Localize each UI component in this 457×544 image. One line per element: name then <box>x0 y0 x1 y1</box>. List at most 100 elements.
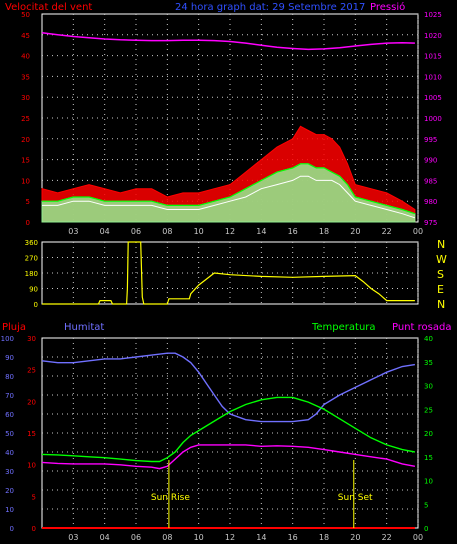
wind-direction-series <box>42 241 415 305</box>
y-tick-label-humidity: 90 <box>5 354 14 362</box>
y-tick-label-temperature: 40 <box>424 335 433 343</box>
x-tick-label: 22 <box>382 227 392 236</box>
x-tick-label: 08 <box>162 227 172 236</box>
pressure-axis-title: Pressió <box>370 1 405 13</box>
dewpoint-series <box>41 444 416 470</box>
y-tick-label-humidity: 70 <box>5 392 14 400</box>
y-tick-label-humidity: 10 <box>5 506 14 514</box>
y-tick-label-rain: 0 <box>32 525 36 533</box>
pressure-series <box>41 31 415 51</box>
compass-label: E <box>437 283 444 296</box>
y-tick-label-humidity: 50 <box>5 430 14 438</box>
y-tick-label-temperature: 20 <box>424 430 433 438</box>
y-tick-label-temperature: 25 <box>424 406 433 414</box>
y-tick-label-rain: 30 <box>27 335 36 343</box>
series-layer <box>41 31 416 529</box>
compass-label: N <box>437 238 445 251</box>
y-tick-label-pressure: 1020 <box>424 32 442 40</box>
x-tick-label: 08 <box>162 533 172 542</box>
y-tick-label-pressure: 1005 <box>424 94 442 102</box>
x-tick-label: 03 <box>68 533 78 542</box>
x-tick-label: 00 <box>413 533 423 542</box>
x-tick-label: 00 <box>413 227 423 236</box>
y-tick-label-temperature: 5 <box>424 501 428 509</box>
x-tick-label: 18 <box>319 227 329 236</box>
y-tick-label-temperature: 30 <box>424 383 433 391</box>
wind-average-line <box>42 163 416 215</box>
y-tick-label-humidity: 20 <box>5 487 14 495</box>
y-tick-label-pressure: 985 <box>424 177 437 185</box>
x-tick-label: 12 <box>225 227 235 236</box>
chart-date-title: 24 hora graph dat: 29 Setembre 2017 <box>175 2 365 13</box>
y-tick-label-temperature: 0 <box>424 525 428 533</box>
humidity-series <box>41 352 416 423</box>
y-tick-label-rain: 10 <box>27 462 36 470</box>
x-tick-label: 18 <box>319 533 329 542</box>
y-tick-label-temperature: 10 <box>424 478 433 486</box>
y-tick-label-pressure: 1010 <box>424 73 442 81</box>
y-tick-label-wind: 0 <box>26 219 30 227</box>
wind-speed-series <box>42 175 416 219</box>
y-tick-label-pressure: 1000 <box>424 115 442 123</box>
y-tick-label-humidity: 40 <box>5 449 14 457</box>
y-tick-label-direction: 360 <box>25 239 38 247</box>
compass-label: W <box>436 253 447 266</box>
x-tick-label: 04 <box>100 227 110 236</box>
y-tick-label-wind: 30 <box>21 94 30 102</box>
x-tick-label: 03 <box>68 227 78 236</box>
x-tick-label: 12 <box>225 533 235 542</box>
y-tick-label-pressure: 975 <box>424 219 437 227</box>
y-tick-label-direction: 90 <box>29 286 38 294</box>
y-tick-label-pressure: 1025 <box>424 11 442 19</box>
x-tick-label: 20 <box>350 533 360 542</box>
y-tick-label-wind: 5 <box>26 198 30 206</box>
dewpoint-axis-title: Punt rosada <box>392 322 451 333</box>
x-tick-label: 16 <box>288 227 298 236</box>
y-tick-label-humidity: 30 <box>5 468 14 476</box>
y-tick-label-humidity: 80 <box>5 373 14 381</box>
y-tick-label-wind: 35 <box>21 73 30 81</box>
y-tick-label-humidity: 0 <box>10 525 14 533</box>
y-tick-label-direction: 270 <box>25 255 38 263</box>
y-tick-label-wind: 40 <box>21 53 30 61</box>
compass-label: S <box>437 268 444 281</box>
y-tick-label-pressure: 990 <box>424 157 437 165</box>
y-tick-label-rain: 15 <box>27 430 36 438</box>
y-tick-label-wind: 45 <box>21 32 30 40</box>
y-tick-label-direction: 180 <box>25 270 38 278</box>
x-tick-label: 10 <box>194 533 204 542</box>
y-tick-label-direction: 0 <box>34 301 38 309</box>
y-tick-label-rain: 5 <box>32 493 36 501</box>
y-tick-label-wind: 15 <box>21 157 30 165</box>
x-tick-label: 20 <box>350 227 360 236</box>
sunrise-label: Sun Rise <box>151 493 190 503</box>
wind-speed-axis-title: Velocitat del vent <box>5 2 92 13</box>
x-tick-label: 10 <box>194 227 204 236</box>
y-tick-label-temperature: 35 <box>424 359 433 367</box>
x-tick-label: 14 <box>256 227 266 236</box>
temperature-axis-title: Temperatura <box>311 322 376 333</box>
y-tick-label-pressure: 995 <box>424 136 437 144</box>
y-tick-label-rain: 25 <box>27 367 36 375</box>
x-tick-label: 06 <box>131 533 141 542</box>
compass-label: N <box>437 298 445 311</box>
y-tick-label-wind: 25 <box>21 115 30 123</box>
y-tick-label-humidity: 100 <box>1 335 14 343</box>
y-tick-label-wind: 20 <box>21 136 30 144</box>
y-tick-label-pressure: 980 <box>424 198 437 206</box>
temperature-series <box>41 396 416 463</box>
x-tick-label: 06 <box>131 227 141 236</box>
y-tick-label-rain: 20 <box>27 398 36 406</box>
x-tick-label: 22 <box>382 533 392 542</box>
x-tick-label: 04 <box>100 533 110 542</box>
x-tick-label: 16 <box>288 533 298 542</box>
tick-label-layer: 0510152025303540455097598098599099510001… <box>1 11 442 542</box>
humidity-axis-title: Humitat <box>64 322 104 333</box>
rain-axis-title: Pluja <box>2 322 26 333</box>
grid-layer <box>42 14 419 528</box>
y-tick-label-pressure: 1015 <box>424 53 442 61</box>
y-tick-label-temperature: 15 <box>424 454 433 462</box>
x-tick-label: 14 <box>256 533 266 542</box>
y-tick-label-wind: 50 <box>21 11 30 19</box>
